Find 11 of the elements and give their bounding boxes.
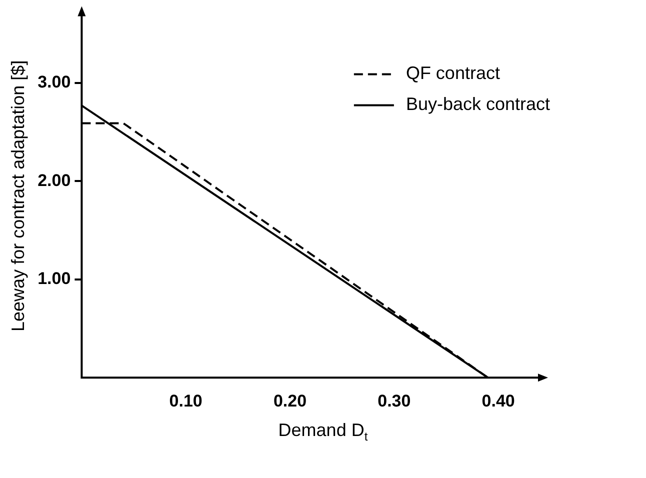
x-tick-label: 0.20 <box>273 391 307 410</box>
x-axis-title: Demand D$_{t}$ <box>277 420 369 444</box>
y-tick-label: 3.00 <box>38 72 71 92</box>
legend-label: Buy-back contract <box>406 94 550 114</box>
y-axis-title: Leeway for contract adaptation [$] <box>8 60 28 332</box>
y-tick-label: 2.00 <box>38 170 71 190</box>
y-tick-label: 1.00 <box>38 269 71 288</box>
x-tick-label: 0.40 <box>482 391 515 410</box>
legend-label: QF contract <box>406 63 500 84</box>
x-tick-label: 0.30 <box>378 391 411 410</box>
x-tick-label: 0.10 <box>169 391 202 410</box>
